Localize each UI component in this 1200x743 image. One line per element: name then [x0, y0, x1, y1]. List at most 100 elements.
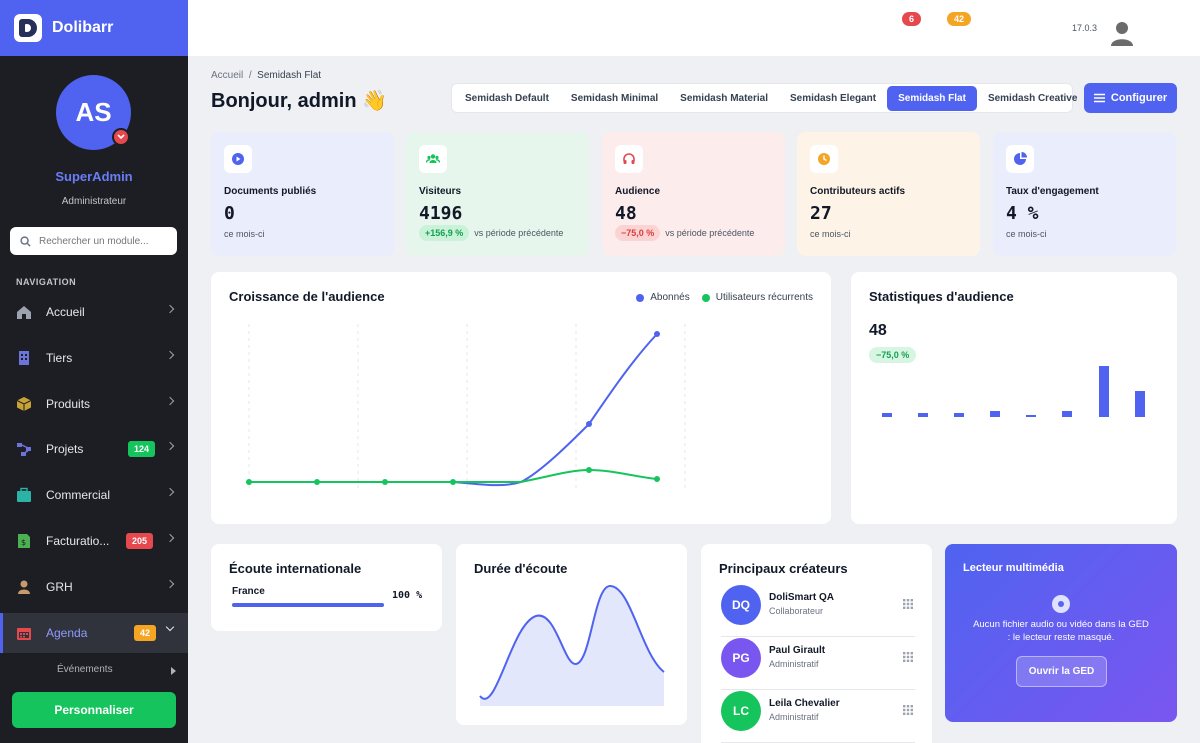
person-icon	[16, 579, 32, 595]
legend-dot	[701, 293, 710, 302]
pie-icon	[1006, 145, 1034, 173]
version-label: 17.0.3	[1072, 23, 1098, 33]
breadcrumb: Accueil / Semidash Flat	[211, 70, 321, 81]
creator-row[interactable]: PG Paul Girault Administratif	[721, 638, 915, 690]
tab-semidash-creative[interactable]: Semidash Creative	[987, 92, 1078, 104]
media-player-card: Lecteur multimédia Aucun fichier audio o…	[945, 544, 1177, 722]
search-icon	[20, 235, 31, 247]
caret-right-icon	[171, 667, 176, 675]
creator-row[interactable]: DQ DoliSmart QA Collaborateur	[721, 585, 915, 637]
sidebar-item-label: Agenda	[46, 625, 88, 640]
breadcrumb-current: Semidash Flat	[257, 70, 322, 81]
stat-sub-label: ce mois-ci	[224, 229, 265, 239]
chevron-icon	[165, 579, 175, 589]
creator-row[interactable]: LC Leila Chevalier Administratif	[721, 691, 915, 743]
bar	[954, 413, 964, 417]
duration-title: Durée d'écoute	[474, 561, 568, 576]
stat-card-1: Documents publiés 0 ce mois-ci	[211, 132, 394, 256]
stat-change-chip: +156,9 %	[419, 225, 470, 241]
sidebar-item-tiers[interactable]: Tiers	[0, 338, 188, 378]
bar	[1062, 411, 1072, 417]
user-role: Administrateur	[61, 196, 127, 207]
tab-semidash-default[interactable]: Semidash Default	[465, 92, 549, 104]
sidebar-item-label: Projets	[46, 442, 84, 457]
creator-avatar: PG	[721, 638, 761, 678]
module-search[interactable]	[10, 227, 177, 255]
country-progress-fill	[232, 603, 384, 607]
breadcrumb-separator: /	[248, 70, 252, 81]
module-search-input[interactable]	[39, 235, 169, 247]
personalize-button[interactable]: Personnaliser	[12, 692, 176, 728]
svg-text:$: $	[21, 538, 26, 547]
creator-name: DoliSmart QA	[769, 592, 835, 603]
stat-card-3: Audience 48 −75,0 % vs période précédente	[602, 132, 785, 256]
users-icon	[419, 145, 447, 173]
stat-card-5: Taux d'engagement 4 % ce mois-ci	[993, 132, 1176, 256]
creators-card: Principaux créateurs DQ DoliSmart QA Col…	[701, 544, 932, 743]
international-card: Écoute internationale France 100 %	[211, 544, 442, 631]
series-point	[586, 421, 592, 427]
sidebar-item-produits[interactable]: Produits	[0, 384, 188, 424]
sidebar-item-badge: 42	[134, 624, 157, 641]
box-icon	[16, 396, 32, 412]
page-title: Bonjour, admin 👋	[211, 90, 388, 112]
user-name: SuperAdmin	[55, 169, 133, 184]
play-icon	[224, 145, 252, 173]
user-avatar[interactable]: AS	[56, 75, 131, 150]
tab-semidash-flat[interactable]: Semidash Flat	[887, 85, 977, 111]
configure-button[interactable]: Configurer	[1084, 83, 1177, 113]
legend-item-abonnes[interactable]: Abonnés	[636, 292, 690, 303]
tab-semidash-minimal[interactable]: Semidash Minimal	[570, 92, 659, 104]
notification-badge[interactable]: 6	[902, 12, 922, 26]
duration-line	[479, 584, 665, 700]
topbar: 6 42 17.0.3	[188, 0, 1200, 56]
sidebar-item-facturatio[interactable]: $ Facturatio... 205	[0, 521, 188, 561]
grid-menu-icon[interactable]	[903, 652, 913, 662]
creator-name: Paul Girault	[769, 645, 826, 656]
sidebar-item-agenda[interactable]: Agenda 42	[0, 612, 188, 653]
stat-value: 0	[224, 203, 235, 224]
sliders-icon	[1093, 93, 1105, 103]
stat-value: 4196	[419, 203, 463, 224]
growth-title: Croissance de l'audience	[229, 289, 385, 304]
tab-semidash-elegant[interactable]: Semidash Elegant	[789, 92, 877, 104]
stat-label: Audience	[615, 186, 661, 197]
tasks-badge[interactable]: 42	[947, 12, 972, 26]
nav-title: NAVIGATION	[16, 277, 77, 287]
configure-label: Configurer	[1110, 92, 1168, 104]
user-menu-icon[interactable]	[1110, 20, 1134, 46]
sidebar-item-grh[interactable]: GRH	[0, 567, 188, 607]
stat-sub-label: vs période précédente	[474, 228, 564, 238]
stat-subtext: −75,0 % vs période précédente	[615, 225, 754, 241]
sidebar-item-label: Produits	[46, 396, 91, 411]
audience-stats-chip: −75,0 %	[869, 347, 917, 363]
sidebar-item-label: Commercial	[46, 488, 111, 503]
breadcrumb-home[interactable]: Accueil	[211, 70, 244, 81]
stat-sub-label: vs période précédente	[665, 228, 755, 238]
series-point	[586, 467, 592, 473]
tab-semidash-material[interactable]: Semidash Material	[680, 92, 768, 104]
sidebar-item-label: GRH	[46, 579, 73, 594]
open-ged-button[interactable]: Ouvrir la GED	[1016, 656, 1107, 687]
sidebar-item-commercial[interactable]: Commercial	[0, 475, 188, 515]
legend-item-recurrents[interactable]: Utilisateurs récurrents	[701, 292, 813, 303]
chevron-icon	[165, 622, 175, 631]
stat-subtext: ce mois-ci	[224, 229, 265, 239]
series-line-recurrents	[249, 468, 658, 483]
country-percent: 100 %	[392, 590, 423, 601]
audience-stats-value: 48	[869, 322, 887, 339]
sidebar-subitem-evenements[interactable]: Événements	[57, 664, 113, 675]
grid-menu-icon[interactable]	[903, 705, 913, 715]
stat-label: Taux d'engagement	[1006, 186, 1099, 197]
bar	[1026, 415, 1036, 417]
sidebar-item-projets[interactable]: Projets 124	[0, 429, 188, 469]
dolibarr-logo-icon	[14, 14, 42, 42]
sidebar-item-accueil[interactable]: Accueil	[0, 292, 188, 332]
creator-role: Collaborateur	[769, 606, 824, 616]
brand-header[interactable]: Dolibarr	[0, 0, 188, 56]
sidebar-item-label: Facturatio...	[46, 534, 110, 548]
creator-role: Administratif	[769, 659, 819, 669]
grid-menu-icon[interactable]	[903, 599, 913, 609]
avatar-dropdown-icon[interactable]	[112, 128, 130, 146]
clock-icon	[810, 145, 838, 173]
